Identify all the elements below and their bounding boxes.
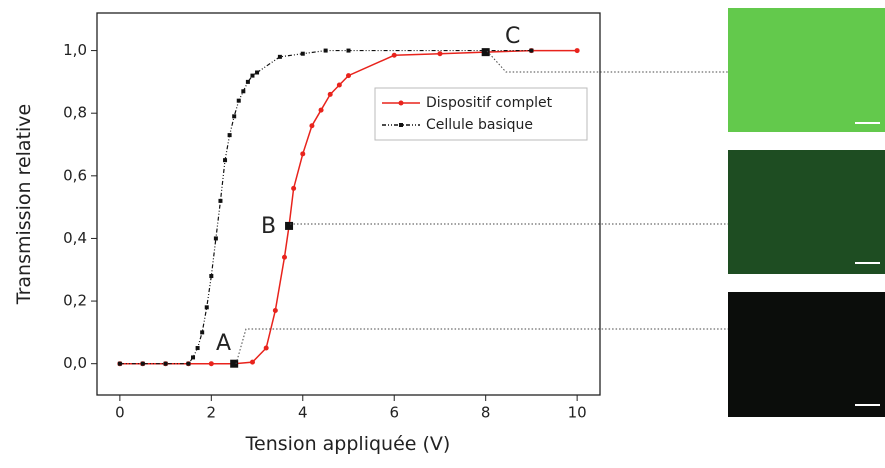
annotation: B [261, 214, 276, 239]
marker [437, 51, 443, 57]
marker [218, 198, 223, 203]
x-tick-label: 4 [298, 404, 308, 422]
marker [255, 70, 260, 75]
marker [191, 355, 196, 360]
marker [574, 48, 580, 54]
marker [272, 307, 278, 313]
plot: 0 2 4 6 8 10 0,0 0,2 0,4 0,6 0,8 1,0 [63, 41, 587, 421]
marker [346, 73, 351, 79]
marker [236, 98, 241, 103]
marker [186, 361, 191, 366]
marker [227, 133, 232, 138]
marker [483, 48, 488, 53]
micrograph [728, 8, 885, 132]
highlight-marker [285, 221, 294, 230]
marker [300, 151, 306, 157]
legend-marker [399, 123, 403, 127]
y-tick-label: 0,4 [63, 229, 87, 247]
legend-label: Cellule basique [426, 117, 533, 133]
plot-frame [96, 12, 601, 396]
marker [391, 52, 397, 58]
marker [200, 330, 205, 335]
marker [140, 361, 145, 366]
y-tick-label: 0,2 [63, 292, 87, 310]
marker [232, 114, 237, 119]
marker [208, 361, 214, 367]
x-tick-label: 2 [207, 404, 217, 422]
micrograph [728, 292, 885, 417]
highlight-marker [230, 359, 239, 368]
marker [291, 185, 297, 191]
marker [117, 361, 122, 366]
marker [249, 359, 255, 365]
marker [309, 123, 315, 129]
leader-line [235, 328, 728, 365]
y-tick-label: 0,8 [63, 104, 87, 122]
y-tick-label: 0,0 [63, 354, 87, 372]
leader-line [486, 50, 728, 73]
marker [281, 254, 287, 260]
annotation: A [216, 331, 231, 356]
marker [277, 54, 282, 59]
marker [323, 48, 328, 53]
marker [209, 274, 214, 279]
legend-label: Dispositif complet [426, 95, 553, 111]
marker [245, 79, 250, 84]
marker [195, 346, 200, 351]
marker [250, 73, 255, 78]
legend-marker [398, 100, 404, 106]
micrograph [728, 150, 885, 274]
marker [204, 305, 209, 310]
x-axis-label: Tension appliquée (V) [245, 433, 451, 455]
x-tick-label: 10 [568, 404, 587, 422]
marker [241, 89, 246, 94]
y-tick-label: 1,0 [63, 41, 87, 59]
annotation: C [505, 24, 520, 49]
x-tick-label: 6 [389, 404, 399, 422]
marker [318, 107, 324, 113]
marker [336, 82, 342, 88]
marker [300, 51, 305, 56]
legend-box [374, 87, 588, 141]
x-tick-label: 0 [115, 404, 125, 422]
marker [346, 48, 351, 53]
y-tick-label: 0,6 [63, 166, 87, 184]
marker [263, 345, 269, 351]
y-axis-label: Transmission relative [13, 104, 35, 305]
marker [163, 361, 168, 366]
marker [529, 48, 534, 53]
marker [327, 91, 333, 97]
marker [223, 158, 228, 163]
marker [213, 236, 218, 241]
x-tick-label: 8 [481, 404, 491, 422]
